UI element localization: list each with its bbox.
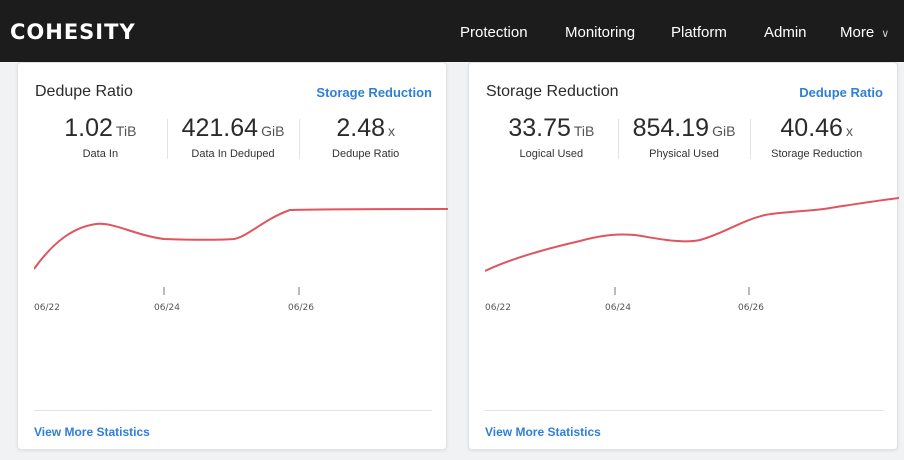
stat-unit: x xyxy=(388,123,396,139)
dedupe-ratio-link[interactable]: Dedupe Ratio xyxy=(799,85,883,100)
stat-data-in-deduped: 421.64 GiB Data In Deduped xyxy=(166,113,300,163)
stat-unit: TiB xyxy=(573,123,595,139)
stat-unit: GiB xyxy=(261,123,285,139)
stats-row: 33.75 TiB Logical Used 854.19 GiB Physical… xyxy=(485,113,883,163)
stat-value: 421.64 xyxy=(181,114,259,142)
stat-label: Physical Used xyxy=(649,148,719,160)
nav-platform[interactable]: Platform xyxy=(671,24,727,41)
stat-dedupe-ratio: 2.48 x Dedupe Ratio xyxy=(299,113,432,163)
stat-value: 33.75 xyxy=(508,114,571,142)
stat-data-in: 1.02 TiB Data In xyxy=(34,113,167,163)
stat-value: 854.19 xyxy=(632,114,710,142)
divider xyxy=(34,410,432,411)
nav-monitoring[interactable]: Monitoring xyxy=(565,24,636,41)
stat-unit: x xyxy=(845,123,853,139)
chart-series-line xyxy=(485,197,899,272)
card-title: Storage Reduction xyxy=(486,83,619,100)
stat-value: 1.02 xyxy=(64,114,113,142)
cohesity-logo[interactable]: COHESITY xyxy=(10,20,136,44)
x-tick-label: 06/22 xyxy=(485,303,511,313)
card-title: Dedupe Ratio xyxy=(35,83,133,100)
stat-value: 40.46 xyxy=(780,114,843,142)
stat-unit: GiB xyxy=(712,123,736,139)
stat-label: Dedupe Ratio xyxy=(332,148,400,160)
view-more-statistics-link[interactable]: View More Statistics xyxy=(34,425,150,439)
nav-more-label: More xyxy=(840,24,875,41)
x-tick-label: 06/24 xyxy=(154,303,180,313)
stats-row: 1.02 TiB Data In 421.64 GiB Data In Dedupe… xyxy=(34,113,432,163)
nav-more[interactable]: More ∨ xyxy=(840,24,889,41)
storage-reduction-chart: 06/22 06/24 06/26 xyxy=(485,197,899,313)
dedupe-ratio-chart: 06/22 06/24 06/26 xyxy=(34,208,448,313)
stat-label: Logical Used xyxy=(519,148,584,160)
chevron-down-icon: ∨ xyxy=(881,28,890,40)
nav-protection[interactable]: Protection xyxy=(460,24,528,41)
storage-reduction-link[interactable]: Storage Reduction xyxy=(316,85,432,100)
stat-logical-used: 33.75 TiB Logical Used xyxy=(485,113,618,163)
view-more-statistics-link[interactable]: View More Statistics xyxy=(485,425,601,439)
divider xyxy=(485,410,883,411)
stat-physical-used: 854.19 GiB Physical Used xyxy=(617,113,751,163)
stat-value: 2.48 xyxy=(336,114,386,142)
x-tick-label: 06/26 xyxy=(288,303,314,313)
x-tick-label: 06/26 xyxy=(738,303,764,313)
nav-admin[interactable]: Admin xyxy=(764,24,807,41)
top-navigation-bar: COHESITY Protection Monitoring Platform … xyxy=(0,0,904,62)
stat-label: Data In Deduped xyxy=(191,148,275,160)
dedupe-ratio-card: Dedupe Ratio Storage Reduction 1.02 TiB D… xyxy=(17,62,448,450)
storage-reduction-card: Storage Reduction Dedupe Ratio 33.75 TiB … xyxy=(468,62,899,450)
stat-storage-reduction: 40.46 x Storage Reduction xyxy=(750,113,883,163)
chart-series-line xyxy=(34,208,448,270)
stat-label: Data In xyxy=(82,148,119,160)
stat-label: Storage Reduction xyxy=(771,148,863,160)
x-tick-label: 06/22 xyxy=(34,303,60,313)
x-tick-label: 06/24 xyxy=(605,303,631,313)
stat-unit: TiB xyxy=(115,123,137,139)
